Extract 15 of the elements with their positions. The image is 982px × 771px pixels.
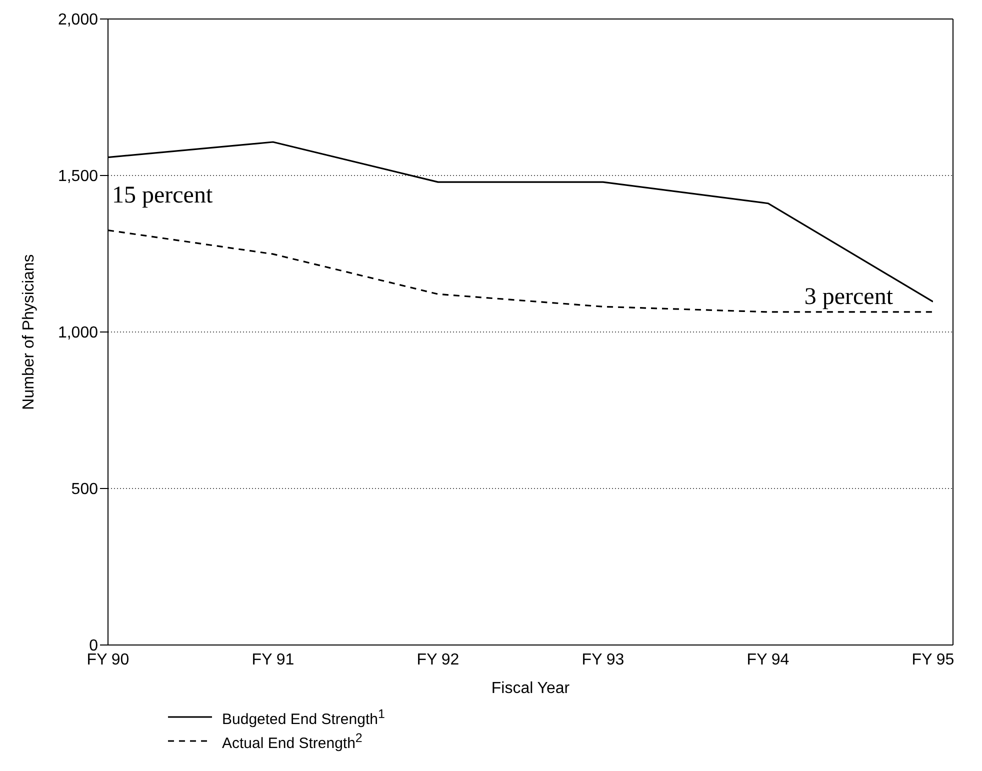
x-tick-label: FY 95 xyxy=(912,651,954,668)
x-tick-label: FY 94 xyxy=(746,651,790,668)
y-tick-label: 500 xyxy=(71,481,98,498)
legend-label: Budgeted End Strength$^{1}$ xyxy=(222,706,385,728)
legend-label: Actual End Strength$^{2}$ xyxy=(222,730,362,752)
annotation: 3 percent xyxy=(804,284,894,310)
y-axis-title: Number of Physicians xyxy=(20,254,38,410)
y-tick-label: 2,000 xyxy=(58,12,98,29)
x-tick-label: FY 93 xyxy=(582,651,624,668)
x-tick-label: FY 92 xyxy=(416,651,460,668)
y-tick-label: 1,000 xyxy=(58,324,98,342)
annotation: 15 percent xyxy=(112,182,213,208)
x-axis-title: Fiscal Year xyxy=(491,680,570,697)
y-tick-label: 1,500 xyxy=(58,168,98,186)
x-tick-label: FY 91 xyxy=(252,651,294,668)
